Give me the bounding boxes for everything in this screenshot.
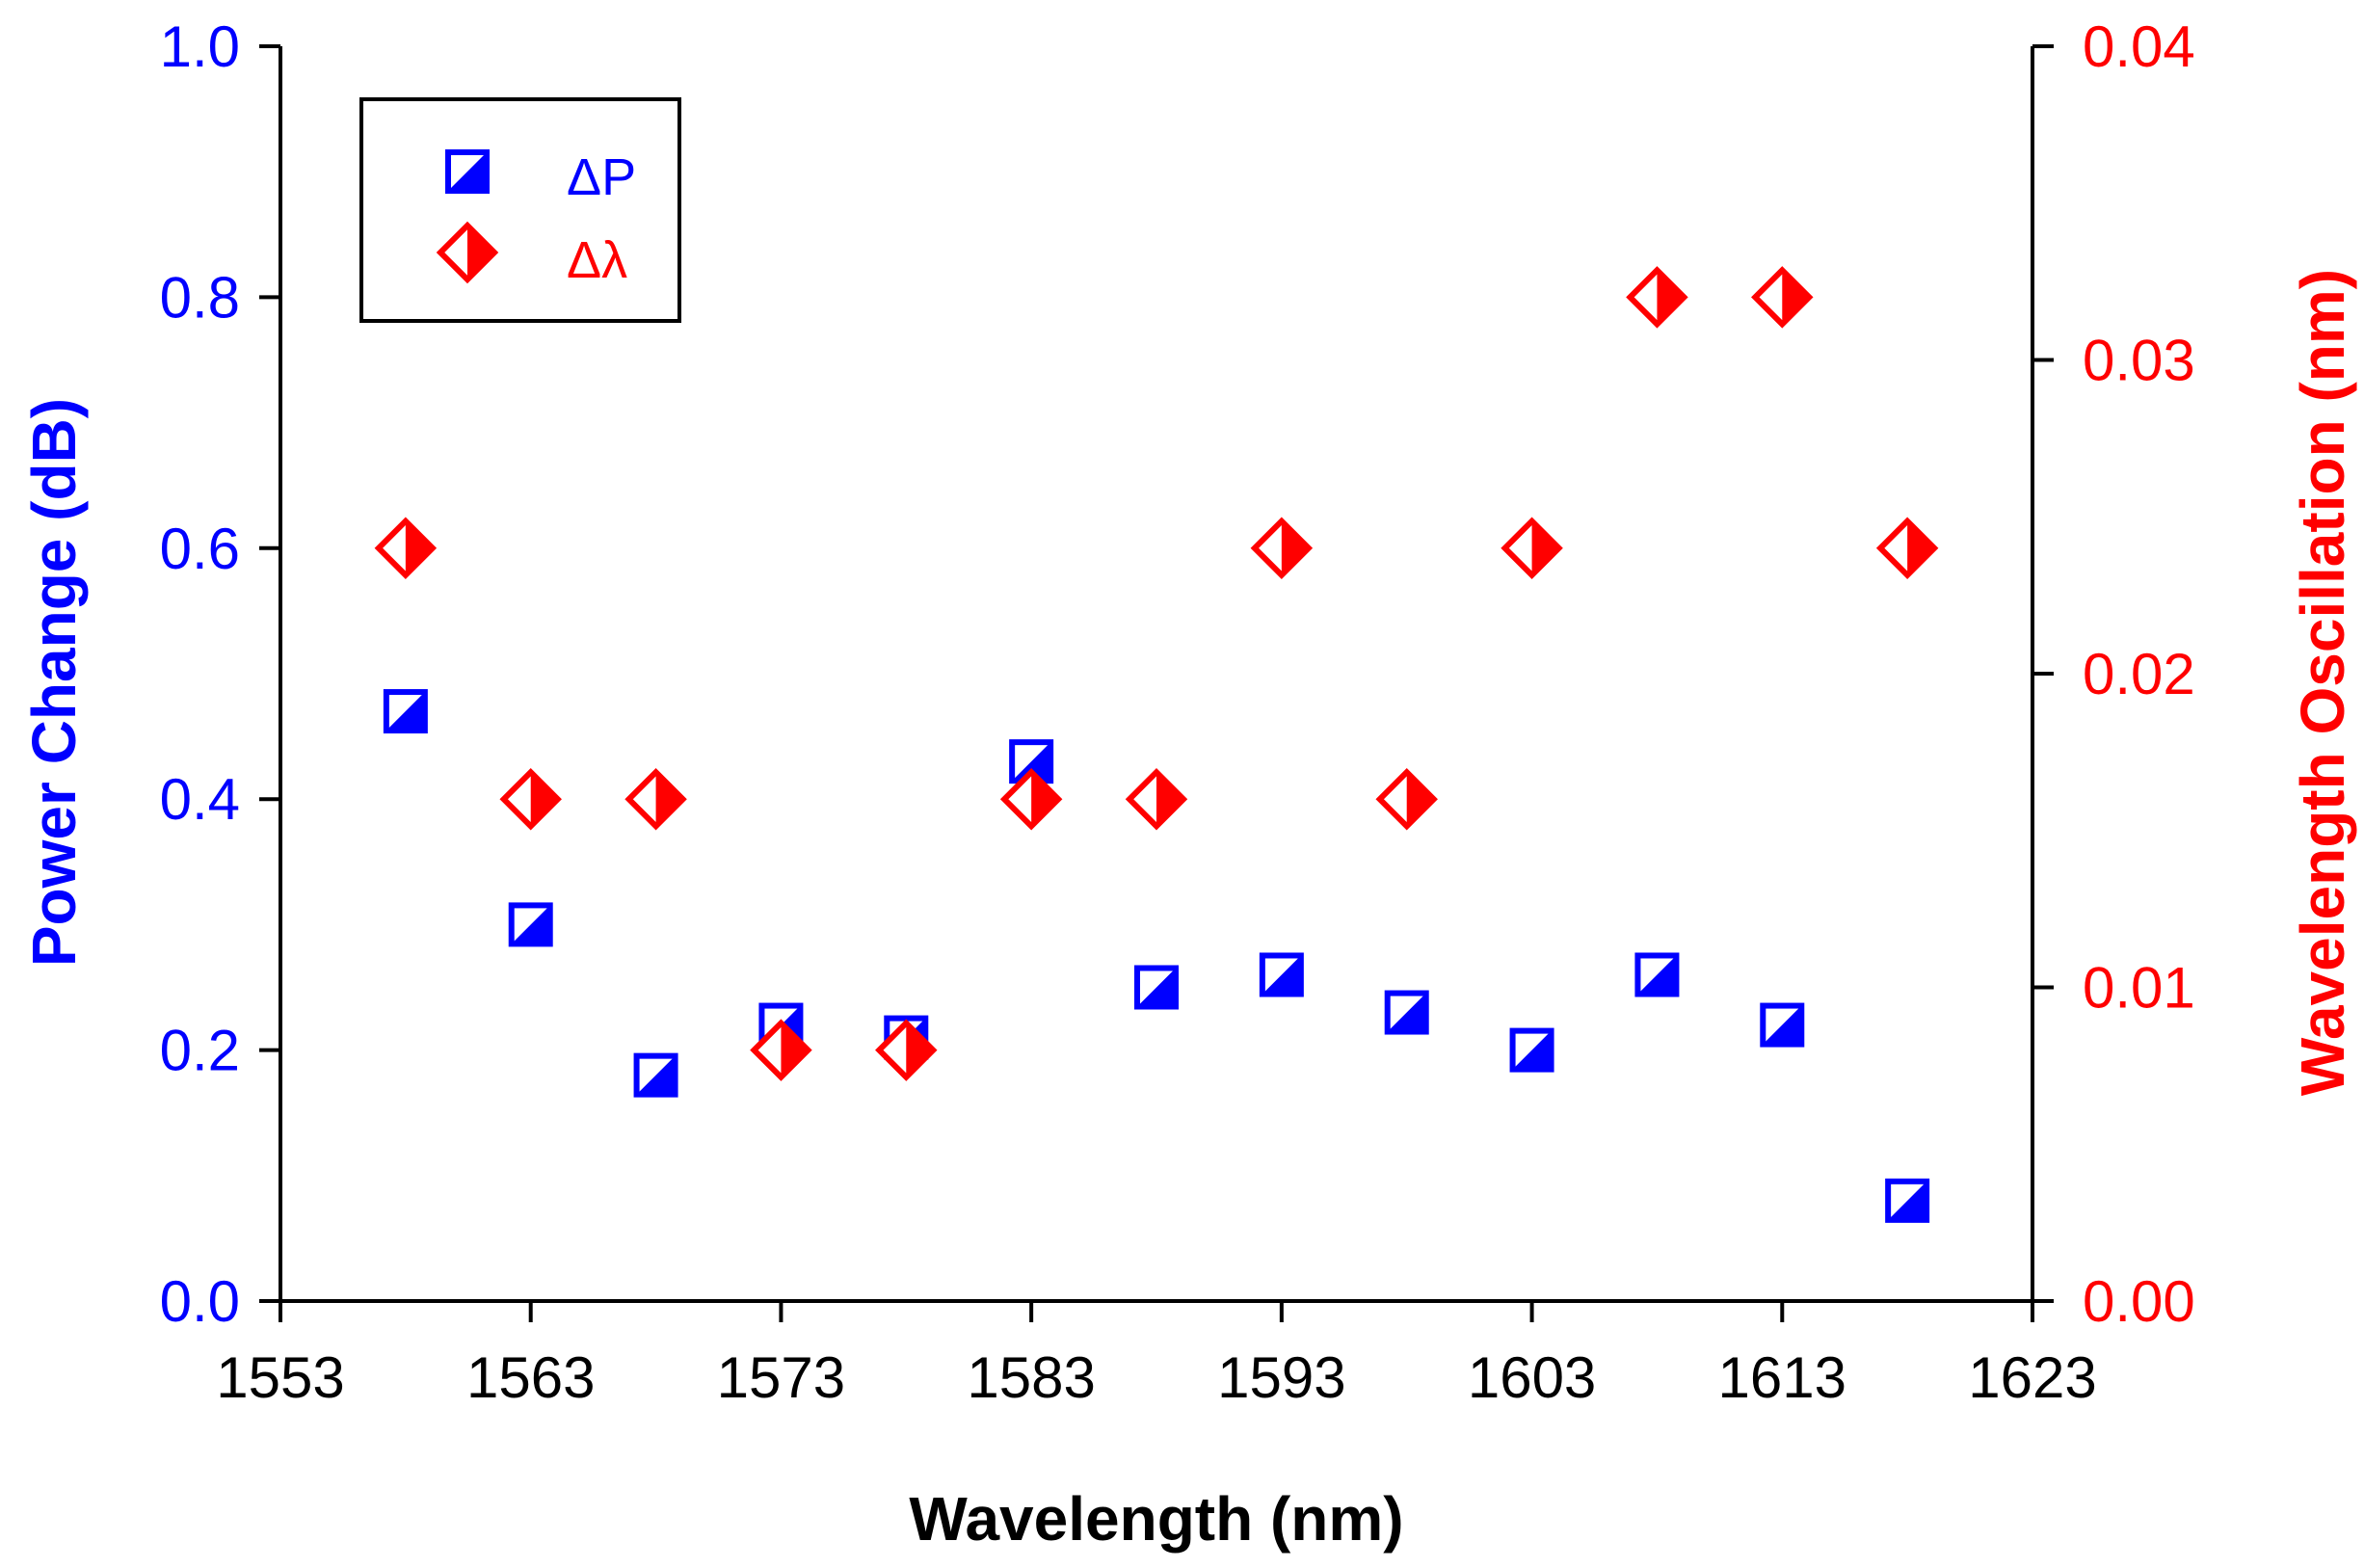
y-left-axis-title: Power Change (dB) bbox=[19, 398, 89, 967]
x-tick-label: 1603 bbox=[1468, 1345, 1596, 1410]
point-wavelength-oscillation bbox=[1875, 517, 1939, 580]
x-axis-title: Wavelength (nm) bbox=[909, 1484, 1403, 1554]
x-tick-label: 1563 bbox=[466, 1345, 595, 1410]
x-tick-label: 1583 bbox=[967, 1345, 1095, 1410]
point-power-change bbox=[1384, 990, 1429, 1035]
point-power-change bbox=[1885, 1178, 1930, 1223]
legend-label-dp: ΔP bbox=[567, 148, 636, 206]
point-power-change bbox=[383, 689, 428, 734]
point-wavelength-oscillation bbox=[374, 517, 438, 580]
point-wavelength-oscillation bbox=[1751, 266, 1814, 329]
point-wavelength-oscillation bbox=[1250, 517, 1314, 580]
point-power-change bbox=[1134, 965, 1179, 1010]
y-right-tick-label: 0.00 bbox=[2083, 1269, 2195, 1334]
point-wavelength-oscillation bbox=[1626, 266, 1688, 329]
legend-square-marker bbox=[445, 149, 490, 194]
y-left-tick-label: 0.8 bbox=[160, 265, 240, 330]
point-power-change bbox=[1509, 1027, 1554, 1073]
y-left-tick-label: 0.0 bbox=[160, 1269, 240, 1334]
legend-marker-dl bbox=[436, 221, 499, 284]
y-right-tick-label: 0.01 bbox=[2083, 956, 2195, 1021]
legend-box bbox=[359, 97, 681, 323]
ticks-layer: 1553 1563 1573 1583 1593 1603 1613 1623 0.0 0.2 0.… bbox=[160, 14, 2195, 1410]
legend-label-dl: Δλ bbox=[567, 231, 627, 289]
point-wavelength-oscillation bbox=[999, 767, 1063, 831]
point-wavelength-oscillation bbox=[750, 1019, 812, 1081]
x-tick-label: 1553 bbox=[216, 1345, 344, 1410]
x-tick-label: 1573 bbox=[717, 1345, 845, 1410]
x-tick-label: 1613 bbox=[1718, 1345, 1846, 1410]
legend-marker-dp bbox=[445, 149, 490, 194]
y-left-tick-label: 1.0 bbox=[160, 14, 240, 79]
point-power-change bbox=[1634, 952, 1680, 997]
point-wavelength-oscillation bbox=[1501, 517, 1563, 580]
y-left-tick-label: 0.2 bbox=[160, 1019, 240, 1083]
y-right-tick-label: 0.02 bbox=[2083, 642, 2195, 706]
x-tick-label: 1623 bbox=[1968, 1345, 2096, 1410]
point-wavelength-oscillation bbox=[1375, 767, 1438, 831]
point-wavelength-oscillation bbox=[1125, 767, 1188, 831]
legend-diamond-marker bbox=[436, 221, 499, 284]
point-power-change bbox=[1760, 1002, 1805, 1048]
point-wavelength-oscillation bbox=[875, 1019, 938, 1081]
y-right-tick-label: 0.04 bbox=[2083, 14, 2195, 79]
point-power-change bbox=[1259, 952, 1304, 997]
point-power-change bbox=[633, 1052, 678, 1098]
y-right-tick-label: 0.03 bbox=[2083, 329, 2195, 393]
legend: ΔP Δλ bbox=[359, 97, 681, 323]
point-power-change bbox=[508, 902, 553, 947]
point-wavelength-oscillation bbox=[624, 767, 687, 831]
y-left-tick-label: 0.4 bbox=[160, 767, 240, 832]
point-power-change bbox=[1009, 739, 1054, 784]
points-layer bbox=[374, 266, 1939, 1223]
x-tick-label: 1593 bbox=[1217, 1345, 1345, 1410]
y-left-tick-label: 0.6 bbox=[160, 517, 240, 581]
point-wavelength-oscillation bbox=[499, 767, 562, 831]
y-right-axis-title: Wavelength Oscillation (nm) bbox=[2288, 269, 2357, 1096]
